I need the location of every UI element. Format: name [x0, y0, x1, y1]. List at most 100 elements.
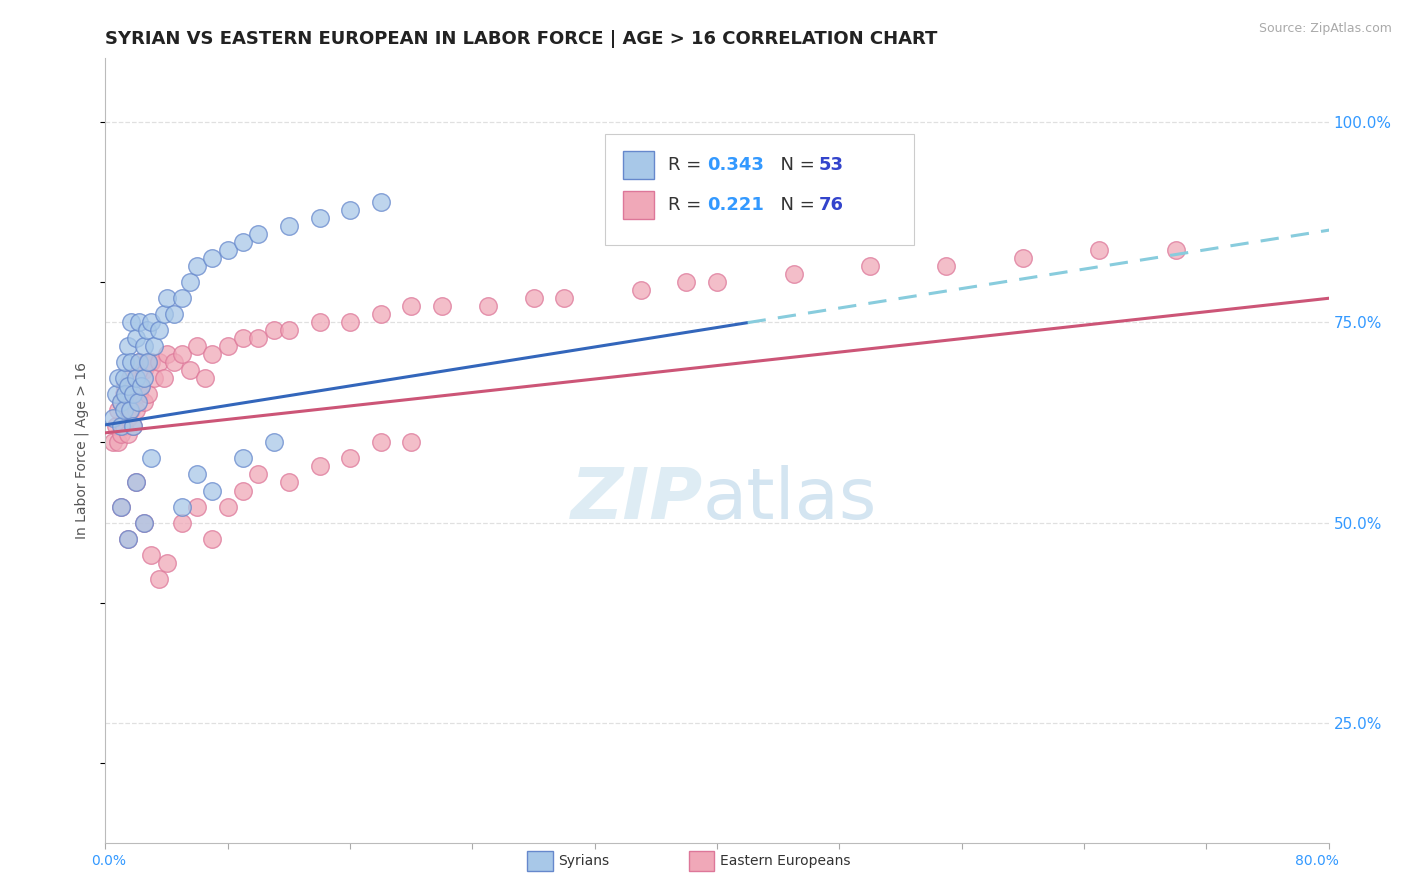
Point	[370, 435, 392, 450]
Point	[859, 259, 882, 273]
Point	[247, 227, 270, 242]
Point	[141, 451, 163, 466]
Point	[370, 195, 392, 210]
Point	[706, 275, 728, 289]
Point	[370, 307, 392, 321]
Point	[277, 475, 299, 490]
Point	[125, 475, 148, 490]
Point	[148, 323, 170, 337]
Point	[132, 339, 155, 353]
Point	[128, 387, 150, 401]
Text: 76: 76	[818, 196, 844, 214]
Point	[120, 403, 142, 417]
Point	[186, 467, 208, 482]
Point	[155, 291, 177, 305]
Point	[201, 483, 224, 498]
Text: Source: ZipAtlas.com: Source: ZipAtlas.com	[1258, 22, 1392, 36]
Point	[163, 307, 186, 321]
Point	[141, 355, 163, 369]
Point	[122, 419, 145, 434]
Point	[132, 395, 155, 409]
Text: atlas: atlas	[703, 465, 877, 534]
Point	[141, 548, 163, 562]
Point	[122, 387, 145, 401]
Point	[101, 435, 124, 450]
Point	[117, 411, 139, 425]
Text: N =: N =	[769, 156, 821, 174]
Point	[170, 516, 193, 530]
Point	[179, 363, 201, 377]
Point	[201, 532, 224, 546]
Point	[136, 387, 159, 401]
Point	[141, 315, 163, 329]
Point	[217, 244, 239, 258]
Point	[170, 291, 193, 305]
Point	[217, 500, 239, 514]
Point	[339, 315, 361, 329]
Point	[277, 323, 299, 337]
Point	[128, 355, 150, 369]
Point	[553, 291, 575, 305]
Point	[128, 315, 150, 329]
Point	[110, 395, 132, 409]
Point	[118, 403, 141, 417]
Point	[277, 219, 299, 234]
Point	[107, 403, 129, 417]
Point	[1011, 251, 1033, 265]
Point	[132, 371, 155, 385]
Point	[675, 275, 697, 289]
Point	[232, 451, 254, 466]
Point	[163, 355, 186, 369]
Point	[127, 395, 149, 409]
Point	[117, 395, 139, 409]
Point	[132, 363, 155, 377]
Point	[247, 467, 270, 482]
Text: R =: R =	[668, 156, 707, 174]
Point	[143, 339, 166, 353]
Point	[170, 347, 193, 361]
Text: ZIP: ZIP	[571, 465, 703, 534]
Point	[132, 516, 155, 530]
Point	[263, 323, 285, 337]
Text: Eastern Europeans: Eastern Europeans	[720, 854, 851, 868]
Point	[125, 475, 148, 490]
Point	[135, 323, 157, 337]
Point	[935, 259, 957, 273]
Point	[308, 459, 330, 474]
Point	[105, 387, 128, 401]
Point	[117, 532, 139, 546]
Point	[120, 355, 142, 369]
Point	[122, 419, 145, 434]
Point	[120, 315, 142, 329]
Point	[105, 419, 128, 434]
Point	[523, 291, 546, 305]
Point	[308, 211, 330, 226]
Point	[112, 387, 135, 401]
Point	[122, 387, 145, 401]
Point	[112, 419, 135, 434]
Point	[201, 251, 224, 265]
Point	[114, 355, 136, 369]
Point	[194, 371, 217, 385]
Point	[217, 339, 239, 353]
Text: 0.343: 0.343	[707, 156, 763, 174]
Text: Syrians: Syrians	[558, 854, 609, 868]
Point	[125, 403, 148, 417]
Point	[107, 435, 129, 450]
Text: N =: N =	[769, 196, 821, 214]
Point	[399, 299, 422, 313]
Point	[114, 387, 136, 401]
Point	[1088, 244, 1111, 258]
Point	[110, 427, 132, 442]
Point	[101, 411, 124, 425]
Point	[117, 427, 139, 442]
Point	[118, 371, 141, 385]
Point	[125, 371, 148, 385]
Y-axis label: In Labor Force | Age > 16: In Labor Force | Age > 16	[75, 362, 90, 539]
Point	[782, 267, 804, 281]
Point	[110, 500, 132, 514]
Text: SYRIAN VS EASTERN EUROPEAN IN LABOR FORCE | AGE > 16 CORRELATION CHART: SYRIAN VS EASTERN EUROPEAN IN LABOR FORC…	[105, 30, 938, 48]
Point	[114, 379, 136, 393]
Text: 0.221: 0.221	[707, 196, 763, 214]
Point	[263, 435, 285, 450]
